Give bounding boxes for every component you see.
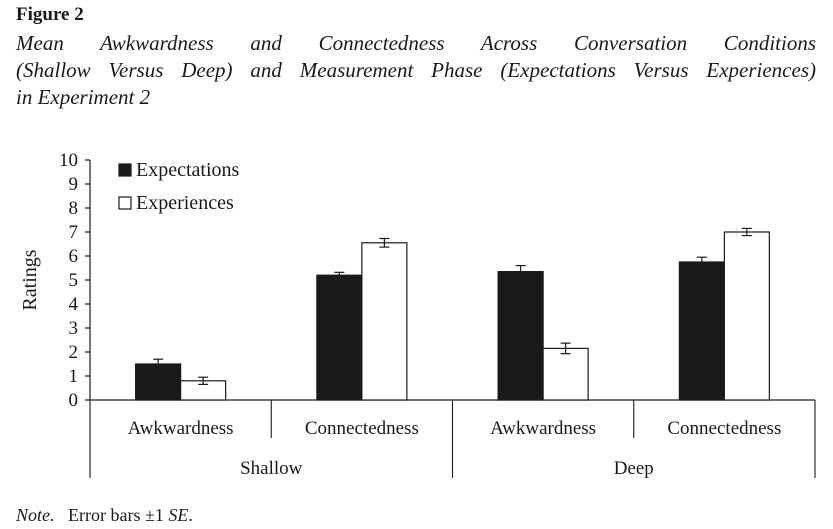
y-tick-label: 4 [69, 294, 79, 315]
legend-label-expectations: Expectations [136, 159, 240, 181]
chart-legend: Expectations Experiences [118, 159, 240, 214]
bar-expectations [316, 274, 363, 401]
legend-label-experiences: Experiences [136, 192, 234, 214]
bar-experiences [361, 242, 408, 401]
figure-title: Mean Awkwardness and Connectedness Acros… [16, 30, 816, 111]
y-tick-label: 10 [59, 150, 78, 171]
figure-label: Figure 2 [16, 4, 84, 25]
note-text: Error bars ±1 [68, 505, 164, 525]
y-tick-label: 1 [69, 366, 79, 387]
y-tick-label: 0 [69, 390, 79, 411]
figure-title-line-3: in Experiment 2 [16, 85, 151, 109]
x-category-label: Connectedness [305, 418, 419, 439]
bar-expectations [497, 270, 544, 401]
figure-note: Note. Error bars ±1 SE. [16, 505, 193, 526]
x-category-label: Connectedness [667, 418, 781, 439]
bar-expectations [678, 261, 725, 401]
y-tick-label: 8 [69, 198, 79, 219]
x-category-label: Awkwardness [490, 418, 596, 439]
y-tick-label: 6 [69, 246, 79, 267]
chart-bars [135, 227, 770, 401]
y-tick-label: 7 [69, 222, 79, 243]
y-tick-label: 2 [69, 342, 79, 363]
legend-swatch-expectations [118, 163, 132, 177]
bar-experiences [723, 231, 770, 401]
y-axis-label: Ratings [19, 249, 41, 310]
x-group-label: Deep [614, 458, 654, 479]
bar-chart: 0 1 2 3 4 5 6 7 8 9 10 Awkwardness Connectedness Awkw… [19, 150, 816, 479]
legend-swatch-experiences [118, 196, 132, 210]
figure-title-line-2: (Shallow Versus Deep) and Measurement Ph… [16, 58, 816, 82]
x-group-label: Shallow [240, 458, 303, 479]
note-se: SE [168, 505, 189, 525]
note-prefix: Note. [16, 505, 55, 525]
y-tick-label: 9 [69, 174, 79, 195]
y-tick-label: 3 [69, 318, 79, 339]
x-category-label: Awkwardness [128, 418, 234, 439]
figure-title-line-1: Mean Awkwardness and Connectedness Acros… [16, 31, 816, 55]
chart-axes: 0 1 2 3 4 5 6 7 8 9 10 Awkwardness Connectedness Awkw… [59, 150, 816, 479]
y-tick-label: 5 [69, 270, 79, 291]
bar-experiences [542, 347, 589, 401]
note-end: . [188, 505, 193, 525]
